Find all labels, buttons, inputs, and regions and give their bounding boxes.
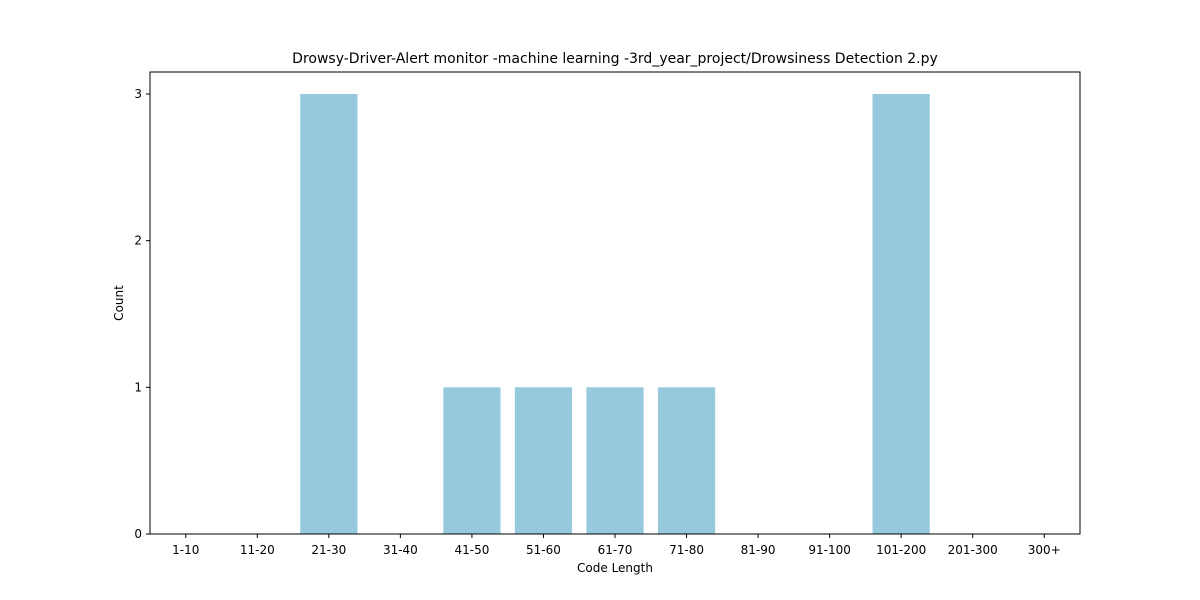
bar-21-30 xyxy=(300,94,358,534)
x-tick-label: 61-70 xyxy=(598,543,633,557)
bar-41-50 xyxy=(443,387,501,534)
x-axis-label: Code Length xyxy=(577,561,653,575)
x-tick-label: 11-20 xyxy=(240,543,275,557)
x-tick-label: 300+ xyxy=(1028,543,1061,557)
x-tick-label: 81-90 xyxy=(741,543,776,557)
bar-101-200 xyxy=(872,94,930,534)
x-tick-label: 91-100 xyxy=(808,543,851,557)
y-tick-label: 2 xyxy=(134,234,142,248)
x-tick-label: 201-300 xyxy=(948,543,998,557)
y-tick-label: 1 xyxy=(134,380,142,394)
x-axis-ticks: 1-10 11-20 21-30 31-40 41-50 51-60 61-70 71-80 8… xyxy=(172,534,1061,557)
y-tick-label: 0 xyxy=(134,527,142,541)
chart-title: Drowsy-Driver-Alert monitor -machine lea… xyxy=(292,51,938,67)
y-tick-label: 3 xyxy=(134,87,142,101)
x-tick-label: 21-30 xyxy=(311,543,346,557)
bars-group xyxy=(300,94,930,534)
bar-51-60 xyxy=(514,387,573,534)
x-tick-label: 71-80 xyxy=(669,543,704,557)
bar-61-70 xyxy=(586,387,644,534)
y-axis-ticks: 0 1 2 3 xyxy=(134,87,150,541)
y-axis-label: Count xyxy=(112,285,126,321)
x-tick-label: 51-60 xyxy=(526,543,561,557)
bar-71-80 xyxy=(657,387,716,534)
x-tick-label: 101-200 xyxy=(876,543,926,557)
x-tick-label: 31-40 xyxy=(383,543,418,557)
x-tick-label: 41-50 xyxy=(454,543,489,557)
x-tick-label: 1-10 xyxy=(172,543,199,557)
